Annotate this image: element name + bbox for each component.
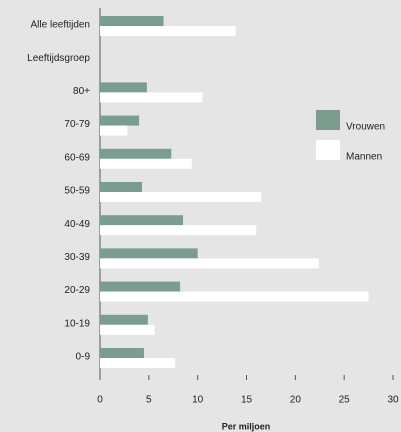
bar: [100, 192, 262, 202]
y-tick-label: 40-49: [64, 219, 90, 230]
bar: [100, 215, 184, 226]
bar: [100, 26, 236, 36]
x-tick-label: 5: [146, 395, 152, 406]
bar: [100, 115, 140, 126]
y-tick-label: 20-29: [64, 285, 90, 296]
legend-label: Vrouwen: [346, 122, 385, 133]
x-tick-label: 10: [192, 395, 204, 406]
y-tick-label: 30-39: [64, 252, 90, 263]
bar: [100, 158, 192, 169]
x-tick-label: 15: [241, 395, 253, 406]
y-tick-label: Alle leeftijden: [31, 20, 90, 31]
legend-swatch: [316, 110, 340, 130]
y-tick-label: 10-19: [64, 318, 90, 329]
bar: [100, 148, 172, 159]
x-tick-label: 30: [387, 395, 399, 406]
x-axis-label: Per miljoen: [222, 421, 271, 431]
y-tick-label: 80+: [73, 86, 90, 97]
bar: [100, 291, 369, 302]
y-tick-label: 0-9: [76, 352, 91, 363]
bar: [100, 125, 128, 136]
legend-label: Mannen: [346, 152, 382, 163]
y-tick-label: 50-59: [64, 186, 90, 197]
bar: [100, 182, 142, 192]
bar: [100, 248, 198, 259]
x-tick-label: 25: [339, 395, 351, 406]
bar: [100, 16, 164, 26]
bar: [100, 358, 176, 368]
bar: [100, 258, 319, 269]
y-tick-label: Leeftijdsgroep: [27, 53, 90, 64]
bar: [100, 281, 181, 292]
x-tick-label: 20: [290, 395, 302, 406]
bar: [100, 348, 144, 358]
y-tick-label: 70-79: [64, 119, 90, 130]
bar: [100, 324, 155, 335]
bar: [100, 92, 203, 103]
x-tick-label: 0: [97, 395, 103, 406]
bar: [100, 82, 147, 93]
bar: [100, 314, 148, 325]
legend-swatch: [316, 140, 340, 160]
y-tick-label: 60-69: [64, 152, 90, 163]
bar: [100, 225, 257, 236]
